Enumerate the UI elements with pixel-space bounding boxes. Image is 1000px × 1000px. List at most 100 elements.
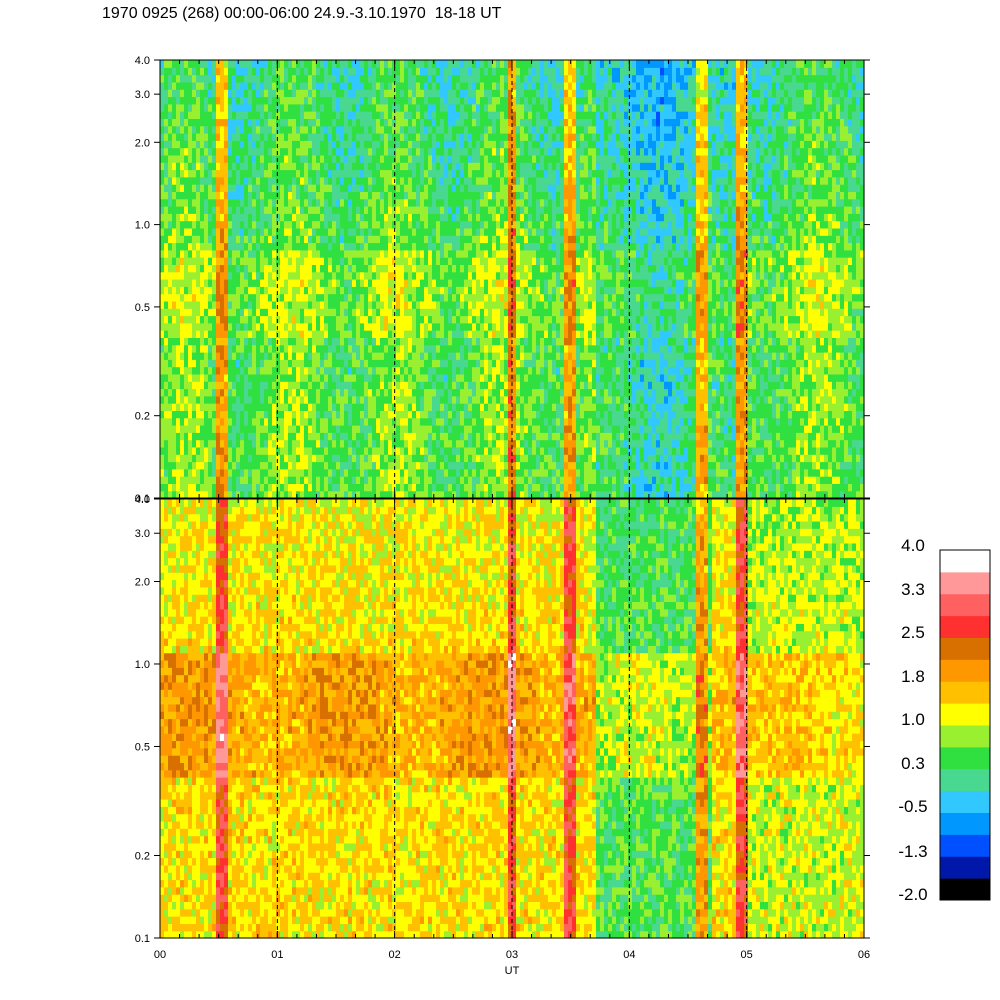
spectrogram-cell [412,257,417,265]
spectrogram-cell [296,447,301,455]
spectrogram-cell [164,184,169,192]
spectrogram-cell [452,367,457,375]
spectrogram-cell [204,469,209,477]
spectrogram-cell [416,177,421,185]
spectrogram-cell [428,235,433,243]
spectrogram-cell [180,330,185,338]
spectrogram-cell [200,308,205,316]
spectrogram-cell [360,432,365,440]
spectrogram-cell [324,374,329,382]
spectrogram-cell [276,286,281,294]
spectrogram-cell [224,89,229,97]
spectrogram-cell [236,118,241,126]
spectrogram-cell [332,432,337,440]
spectrogram-cell [332,89,337,97]
spectrogram-cell [492,381,497,389]
spectrogram-cell [428,170,433,178]
spectrogram-cell [448,345,453,353]
spectrogram-cell [400,308,405,316]
spectrogram-cell [316,454,321,462]
spectrogram-cell [464,206,469,214]
spectrogram-cell [288,170,293,178]
spectrogram-cell [196,140,201,148]
spectrogram-cell [484,345,489,353]
spectrogram-cell [360,199,365,207]
spectrogram-cell [300,308,305,316]
spectrogram-cell [320,155,325,163]
spectrogram-cell [368,367,373,375]
spectrogram-cell [352,345,357,353]
spectrogram-cell [280,104,285,112]
spectrogram-cell [180,89,185,97]
spectrogram-cell [428,104,433,112]
spectrogram-cell [200,162,205,170]
spectrogram-cell [444,345,449,353]
spectrogram-cell [192,162,197,170]
spectrogram-cell [328,440,333,448]
spectrogram-cell [400,243,405,251]
spectrogram-cell [324,272,329,280]
spectrogram-cell [432,476,437,484]
spectrogram-cell [284,148,289,156]
spectrogram-cell [376,367,381,375]
spectrogram-cell [372,177,377,185]
spectrogram-cell [236,279,241,287]
spectrogram-cell [216,396,221,404]
spectrogram-cell [400,89,405,97]
spectrogram-cell [368,316,373,324]
spectrogram-cell [440,323,445,331]
spectrogram-cell [268,272,273,280]
spectrogram-cell [424,82,429,90]
spectrogram-cell [344,264,349,272]
spectrogram-cell [368,476,373,484]
spectrogram-cell [288,337,293,345]
spectrogram-cell [260,162,265,170]
spectrogram-cell [248,60,253,68]
spectrogram-cell [244,213,249,221]
spectrogram-cell [380,60,385,68]
spectrogram-cell [432,403,437,411]
spectrogram-cell [428,476,433,484]
spectrogram-cell [308,454,313,462]
spectrogram-cell [284,140,289,148]
spectrogram-cell [460,308,465,316]
spectrogram-cell [188,330,193,338]
spectrogram-cell [480,352,485,360]
spectrogram-cell [200,301,205,309]
spectrogram-cell [428,67,433,75]
spectrogram-cell [364,316,369,324]
spectrogram-cell [212,316,217,324]
spectrogram-cell [476,60,481,68]
spectrogram-cell [440,170,445,178]
spectrogram-cell [200,367,205,375]
spectrogram-cell [172,264,177,272]
spectrogram-cell [388,97,393,105]
spectrogram-cell [180,243,185,251]
spectrogram-cell [428,410,433,418]
spectrogram-cell [400,250,405,258]
spectrogram-cell [208,330,213,338]
spectrogram-cell [276,337,281,345]
spectrogram-cell [228,111,233,119]
spectrogram-cell [344,235,349,243]
spectrogram-cell [328,337,333,345]
spectrogram-cell [332,228,337,236]
spectrogram-cell [444,352,449,360]
spectrogram-cell [340,491,345,499]
spectrogram-cell [264,213,269,221]
spectrogram-cell [292,418,297,426]
spectrogram-cell [360,162,365,170]
spectrogram-cell [396,243,401,251]
spectrogram-cell [280,243,285,251]
spectrogram-cell [376,432,381,440]
spectrogram-cell [280,235,285,243]
spectrogram-cell [196,67,201,75]
spectrogram-cell [224,432,229,440]
spectrogram-cell [420,454,425,462]
spectrogram-cell [344,82,349,90]
spectrogram-cell [332,410,337,418]
spectrogram-cell [484,396,489,404]
spectrogram-cell [164,345,169,353]
spectrogram-cell [252,323,257,331]
spectrogram-cell [320,177,325,185]
